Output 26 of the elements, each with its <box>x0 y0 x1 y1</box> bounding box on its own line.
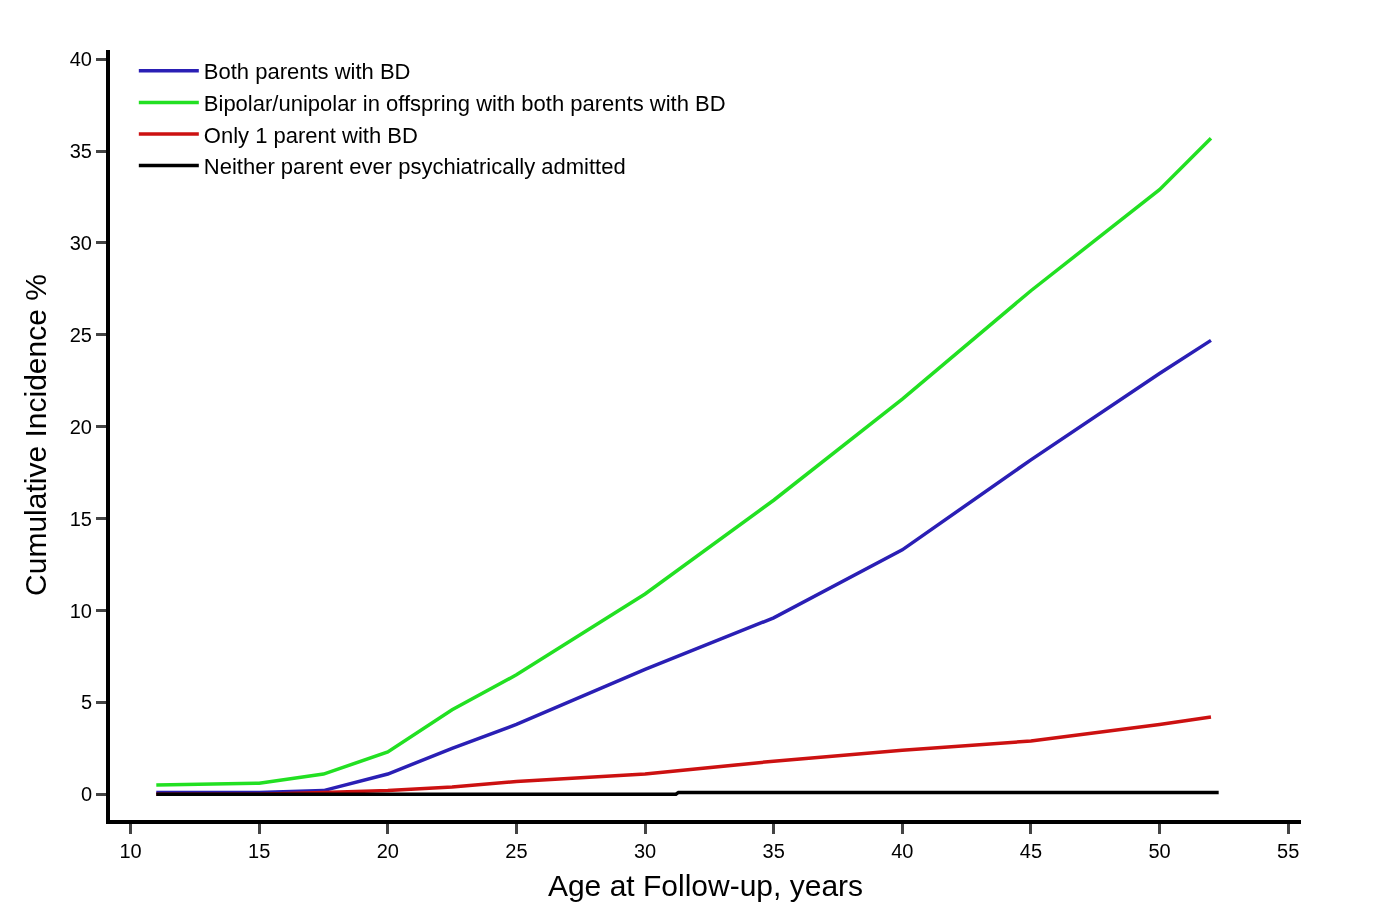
y-axis-title: Cumulative Incidence % <box>19 274 53 596</box>
x-tick-label: 55 <box>1277 840 1300 862</box>
x-tick-label: 40 <box>891 840 914 862</box>
y-tick-label: 0 <box>80 783 92 806</box>
x-tick-label: 35 <box>762 840 785 862</box>
line-series <box>154 338 1213 795</box>
y-tick-label: 20 <box>69 415 92 438</box>
x-tick-label: 45 <box>1019 840 1043 862</box>
legend-label: Neither parent ever psychiatrically admitted <box>203 154 626 180</box>
y-tick-label: 25 <box>69 323 92 346</box>
legend-label: Bipolar/unipolar in offspring with both parents with BD <box>203 90 726 116</box>
x-axis-title: Age at Follow-up, years <box>547 869 864 902</box>
y-tick-label: 35 <box>69 140 92 163</box>
y-tick-label: 40 <box>69 48 92 71</box>
legend-label: Both parents with BD <box>203 59 411 85</box>
y-tick-label: 10 <box>69 599 92 622</box>
y-tick-label: 5 <box>80 691 92 714</box>
x-tick-label: 25 <box>505 840 528 862</box>
x-tick-label: 20 <box>376 840 399 862</box>
legend-label: Only 1 parent with BD <box>203 122 418 148</box>
x-tick-label: 10 <box>119 840 142 862</box>
y-tick-label: 15 <box>69 507 92 530</box>
x-tick-label: 30 <box>633 840 657 862</box>
x-tick-label: 50 <box>1148 840 1171 862</box>
x-tick-label: 15 <box>248 840 271 862</box>
y-tick-label: 30 <box>69 231 92 254</box>
